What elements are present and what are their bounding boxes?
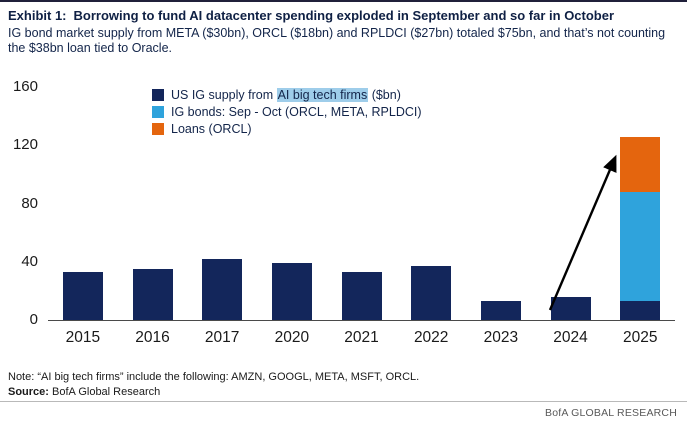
bar-2024 (550, 296, 591, 320)
footnote: Note: “AI big tech firms” include the fo… (8, 371, 420, 383)
x-axis-label: 2015 (65, 329, 101, 346)
bar-segment (620, 191, 661, 302)
bar-2015 (62, 271, 103, 320)
bar-column-2022: 2022 (396, 87, 466, 346)
bar-segment (550, 296, 591, 320)
legend-item-ig-supply: US IG supply from AI big tech firms ($bn… (152, 86, 422, 103)
bar-column-2017: 2017 (187, 87, 257, 346)
bar-column-2016: 2016 (118, 87, 188, 346)
legend-label-ig-supply: US IG supply from AI big tech firms ($bn… (171, 87, 401, 102)
bar-segment (132, 269, 173, 320)
footer-divider (0, 401, 687, 402)
x-axis-label: 2023 (483, 329, 519, 346)
bar-2021 (341, 271, 382, 320)
y-axis-tick-label: 40 (21, 252, 38, 270)
legend-label-loans: Loans (ORCL) (171, 121, 252, 136)
y-axis-tick-label: 0 (29, 311, 38, 328)
source-label: Source: (8, 386, 49, 398)
bar-column-2025: 2025 (605, 87, 675, 346)
source-line: Source: BofA Global Research (8, 386, 160, 398)
bar-column-2015: 2015 (48, 87, 118, 346)
bar-segment (480, 301, 521, 320)
bar-column-2024: 2024 (536, 87, 606, 346)
bar-segment (341, 271, 382, 320)
bar-2020 (271, 263, 312, 320)
x-axis-label: 2021 (344, 329, 379, 346)
legend-item-loans: Loans (ORCL) (152, 120, 422, 137)
bar-2023 (480, 301, 521, 320)
y-axis-tick-label: 120 (12, 136, 38, 154)
legend-text: US IG supply from (171, 87, 277, 102)
bar-segment (62, 271, 103, 320)
y-axis-tick-label: 80 (21, 194, 38, 212)
title-text: Borrowing to fund AI datacenter spending… (73, 8, 615, 23)
legend-label-ig-bonds: IG bonds: Sep - Oct (ORCL, META, RPLDCI) (171, 104, 422, 119)
bar-segment (202, 258, 243, 320)
legend-swatch-navy (152, 88, 164, 101)
x-axis-label: 2024 (553, 329, 588, 346)
page-title: Exhibit 1: Borrowing to fund AI datacente… (8, 8, 614, 23)
legend-item-ig-bonds: IG bonds: Sep - Oct (ORCL, META, RPLDCI) (152, 103, 422, 120)
x-axis-label: 2022 (413, 329, 449, 346)
bar-2016 (132, 269, 173, 320)
bar-2025 (620, 136, 661, 320)
bar-segment (411, 266, 452, 320)
bar-segment (620, 136, 661, 192)
x-axis-label: 2020 (274, 329, 310, 346)
source-text: BofA Global Research (48, 386, 161, 398)
legend-swatch-lightblue (152, 105, 164, 118)
highlighted-text: AI big tech firms (276, 87, 369, 102)
subtitle: IG bond market supply from META ($30bn),… (8, 26, 666, 56)
y-axis-tick-label: 160 (12, 78, 38, 95)
chart-plot-area: 2015 2016 2017 2020 2021 2022 2023 2024 2025 (48, 87, 675, 346)
x-axis-label: 2016 (135, 329, 170, 346)
x-axis-label: 2017 (204, 329, 240, 346)
bar-segment (620, 301, 661, 320)
legend-swatch-orange (152, 122, 164, 135)
bar-2022 (411, 266, 452, 320)
bar-2017 (202, 258, 243, 320)
bar-segment (271, 263, 312, 320)
bar-column-2021: 2021 (327, 87, 397, 346)
legend: US IG supply from AI big tech firms ($bn… (152, 86, 422, 137)
bar-column-2020: 2020 (257, 87, 327, 346)
brand-label: BofA GLOBAL RESEARCH (545, 407, 677, 419)
x-axis-label: 2025 (622, 329, 658, 346)
bar-column-2023: 2023 (466, 87, 536, 346)
bars-container: 2015 2016 2017 2020 2021 2022 2023 2024 2025 (48, 87, 675, 346)
exhibit-label: Exhibit 1: (8, 8, 67, 23)
y-axis: 0 40 80 120 160 (0, 79, 42, 328)
legend-text: ($bn) (368, 87, 401, 102)
